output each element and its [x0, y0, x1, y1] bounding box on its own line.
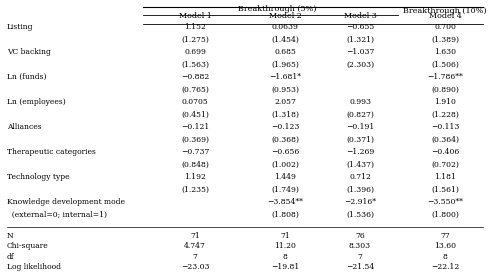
- Text: Ln (employees): Ln (employees): [7, 98, 66, 106]
- Text: 2.057: 2.057: [274, 98, 296, 106]
- Text: 0.699: 0.699: [184, 48, 206, 56]
- Text: 0.685: 0.685: [274, 48, 296, 56]
- Text: −0.882: −0.882: [181, 73, 209, 81]
- Text: 4.747: 4.747: [184, 242, 206, 250]
- Text: −22.12: −22.12: [431, 263, 459, 271]
- Text: (0.827): (0.827): [346, 110, 374, 119]
- Text: Chi-square: Chi-square: [7, 242, 49, 250]
- Text: (1.800): (1.800): [431, 211, 459, 218]
- Text: 1.449: 1.449: [274, 173, 296, 181]
- Text: 8.303: 8.303: [349, 242, 371, 250]
- Text: (1.749): (1.749): [271, 186, 299, 193]
- Text: (1.275): (1.275): [181, 36, 209, 44]
- Text: −0.737: −0.737: [181, 148, 209, 156]
- Text: 1.910: 1.910: [434, 98, 456, 106]
- Text: (0.451): (0.451): [181, 110, 209, 119]
- Text: Knowledge development mode: Knowledge development mode: [7, 198, 125, 206]
- Text: 8: 8: [283, 253, 288, 261]
- Text: Therapeutic categories: Therapeutic categories: [7, 148, 96, 156]
- Text: −0.656: −0.656: [271, 148, 299, 156]
- Text: (1.808): (1.808): [271, 211, 299, 218]
- Text: (1.563): (1.563): [181, 60, 209, 69]
- Text: −0.406: −0.406: [431, 148, 459, 156]
- Text: (2.303): (2.303): [346, 60, 374, 69]
- Text: −3.854**: −3.854**: [267, 198, 303, 206]
- Text: 1.152: 1.152: [184, 23, 206, 31]
- Text: (1.536): (1.536): [346, 211, 374, 218]
- Text: (1.002): (1.002): [271, 160, 299, 168]
- Text: VC backing: VC backing: [7, 48, 51, 56]
- Text: 71: 71: [280, 232, 290, 240]
- Text: −1.037: −1.037: [346, 48, 374, 56]
- Text: (1.965): (1.965): [271, 60, 299, 69]
- Text: 1.181: 1.181: [434, 173, 456, 181]
- Text: (1.506): (1.506): [431, 60, 459, 69]
- Text: (1.321): (1.321): [346, 36, 374, 44]
- Text: 0.700: 0.700: [434, 23, 456, 31]
- Text: Log likelihood: Log likelihood: [7, 263, 61, 271]
- Text: (0.368): (0.368): [271, 135, 299, 144]
- Text: (0.953): (0.953): [271, 85, 299, 94]
- Text: 1.192: 1.192: [184, 173, 206, 181]
- Text: 11.20: 11.20: [274, 242, 296, 250]
- Text: 7: 7: [357, 253, 362, 261]
- Text: (0.369): (0.369): [181, 135, 209, 144]
- Text: (1.228): (1.228): [431, 110, 459, 119]
- Text: 8: 8: [443, 253, 447, 261]
- Text: 76: 76: [355, 232, 365, 240]
- Text: −0.121: −0.121: [181, 123, 209, 131]
- Text: −21.54: −21.54: [346, 263, 374, 271]
- Text: (1.454): (1.454): [271, 36, 299, 44]
- Text: −0.191: −0.191: [346, 123, 374, 131]
- Text: Ln (funds): Ln (funds): [7, 73, 47, 81]
- Text: (0.364): (0.364): [431, 135, 459, 144]
- Text: (external=0; internal=1): (external=0; internal=1): [7, 211, 107, 218]
- Text: 7: 7: [193, 253, 198, 261]
- Text: 0.993: 0.993: [349, 98, 371, 106]
- Text: Breakthrough (10%): Breakthrough (10%): [403, 7, 487, 15]
- Text: −1.786**: −1.786**: [427, 73, 463, 81]
- Text: Listing: Listing: [7, 23, 34, 31]
- Text: 0.0639: 0.0639: [272, 23, 298, 31]
- Text: N: N: [7, 232, 14, 240]
- Text: Model 1: Model 1: [179, 12, 211, 20]
- Text: −0.123: −0.123: [271, 123, 299, 131]
- Text: −23.03: −23.03: [181, 263, 209, 271]
- Text: Model 3: Model 3: [344, 12, 376, 20]
- Text: −1.681*: −1.681*: [269, 73, 301, 81]
- Text: 71: 71: [190, 232, 200, 240]
- Text: Alliances: Alliances: [7, 123, 42, 131]
- Text: −3.550**: −3.550**: [427, 198, 463, 206]
- Text: 1.630: 1.630: [434, 48, 456, 56]
- Text: −0.113: −0.113: [431, 123, 459, 131]
- Text: (1.235): (1.235): [181, 186, 209, 193]
- Text: −2.916*: −2.916*: [344, 198, 376, 206]
- Text: (0.848): (0.848): [181, 160, 209, 168]
- Text: (0.371): (0.371): [346, 135, 374, 144]
- Text: Breakthrough (5%): Breakthrough (5%): [238, 5, 317, 13]
- Text: df: df: [7, 253, 15, 261]
- Text: 0.712: 0.712: [349, 173, 371, 181]
- Text: (0.890): (0.890): [431, 85, 459, 94]
- Text: (1.318): (1.318): [271, 110, 299, 119]
- Text: (1.561): (1.561): [431, 186, 459, 193]
- Text: −0.655: −0.655: [346, 23, 374, 31]
- Text: Technology type: Technology type: [7, 173, 70, 181]
- Text: 77: 77: [440, 232, 450, 240]
- Text: (1.396): (1.396): [346, 186, 374, 193]
- Text: Model 4: Model 4: [429, 12, 461, 20]
- Text: (0.702): (0.702): [431, 160, 459, 168]
- Text: Model 2: Model 2: [269, 12, 301, 20]
- Text: −1.269: −1.269: [346, 148, 374, 156]
- Text: 13.60: 13.60: [434, 242, 456, 250]
- Text: (0.765): (0.765): [181, 85, 209, 94]
- Text: (1.389): (1.389): [431, 36, 459, 44]
- Text: (1.437): (1.437): [346, 160, 374, 168]
- Text: 0.0705: 0.0705: [182, 98, 208, 106]
- Text: −19.81: −19.81: [271, 263, 299, 271]
